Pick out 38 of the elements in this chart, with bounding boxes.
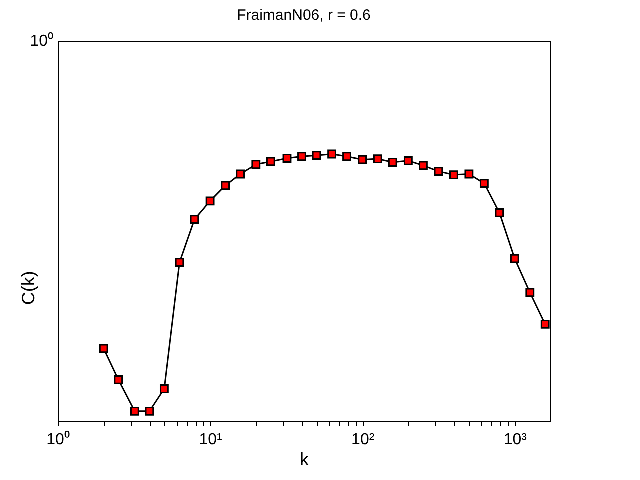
point <box>190 215 200 224</box>
point <box>526 288 535 298</box>
point <box>175 258 184 267</box>
x-tick-label: 10² <box>352 432 376 448</box>
point <box>434 167 444 176</box>
point <box>130 406 140 416</box>
point <box>358 155 368 164</box>
x-tick-label: 10¹ <box>199 432 222 448</box>
point <box>221 181 230 190</box>
point <box>450 170 458 180</box>
point <box>252 160 261 170</box>
x-tick-label: 10³ <box>504 432 528 448</box>
point <box>540 320 550 329</box>
point <box>99 344 108 354</box>
point <box>145 406 154 416</box>
text: 10⁰ <box>30 32 54 50</box>
x-tick-label: 10⁰ <box>46 430 70 448</box>
x-axis-title: k <box>300 450 310 470</box>
point <box>312 151 322 160</box>
point <box>328 150 336 159</box>
point <box>404 156 413 166</box>
point <box>495 208 504 218</box>
point <box>342 152 352 162</box>
point <box>298 152 306 162</box>
point <box>510 254 520 264</box>
point <box>266 157 276 166</box>
point <box>464 170 474 179</box>
point <box>114 375 124 384</box>
point <box>373 154 382 164</box>
point <box>206 196 215 206</box>
point <box>480 179 489 188</box>
chart-title: FraimanN06, r = 0.6 <box>237 7 371 24</box>
y-axis-title: C(k) <box>18 271 38 306</box>
point <box>388 158 398 167</box>
point <box>419 161 428 170</box>
point <box>282 154 292 163</box>
point <box>236 170 246 179</box>
point <box>160 384 169 394</box>
